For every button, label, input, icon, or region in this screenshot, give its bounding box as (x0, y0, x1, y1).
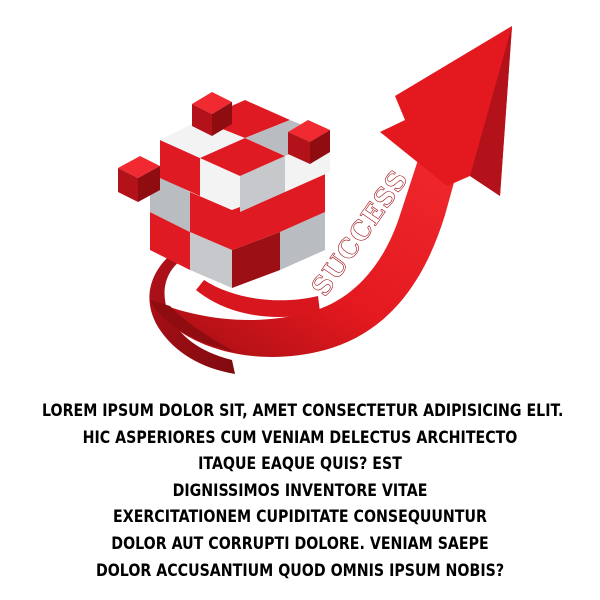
caption-line: DOLOR AUT CORRUPTI DOLORE. VENIAM SAEPE (111, 533, 489, 553)
caption-line: HIC ASPERIORES CUM VENIAM DELECTUS ARCHI… (82, 427, 518, 447)
arrow-head-shade (470, 26, 512, 196)
caption-text: LOREM IPSUM DOLOR SIT, AMET CONSECTETUR … (42, 398, 564, 584)
floating-block-left (118, 156, 160, 202)
caption-line: ITAQUE EAQUE QUIS? EST (198, 454, 402, 474)
caption-line: DOLOR ACCUSANTIUM QUOD OMNIS IPSUM NOBIS… (95, 560, 505, 580)
arrow-front-band (196, 280, 320, 317)
caption-line: EXERCITATIONEM CUPIDITATE CONSEQUUNTUR (113, 507, 487, 527)
caption-line: DIGNISSIMOS INVENTORE VITAE (172, 480, 428, 500)
arrow-back-ribbon (149, 250, 235, 374)
caption-line: LOREM IPSUM DOLOR SIT, AMET CONSECTETUR … (42, 401, 564, 420)
floating-block-right (288, 120, 330, 164)
arrow-band (150, 160, 458, 357)
success-illustration: SUCCESS (118, 26, 512, 374)
arrow-band-fold (150, 300, 235, 352)
growth-arrow-icon (149, 26, 512, 374)
floating-block-top (192, 92, 232, 136)
cube-puzzle-icon (118, 92, 330, 288)
